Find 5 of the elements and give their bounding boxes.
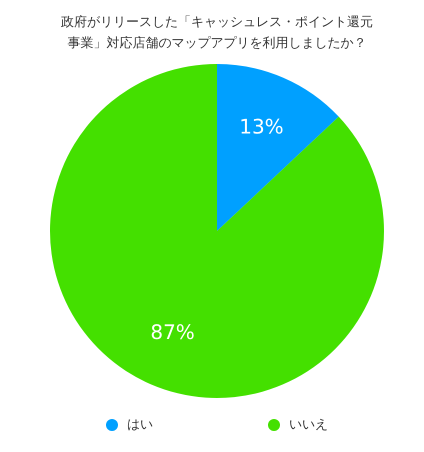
- legend-label: いいえ: [289, 417, 328, 432]
- chart-title: 政府がリリースした「キャッシュレス・ポイント還元事業」対応店舗のマップアプリを利用しましたか？: [61, 14, 373, 51]
- data-label: 87%: [150, 320, 195, 344]
- data-label: 13%: [239, 114, 284, 139]
- legend-label: はい: [127, 417, 153, 432]
